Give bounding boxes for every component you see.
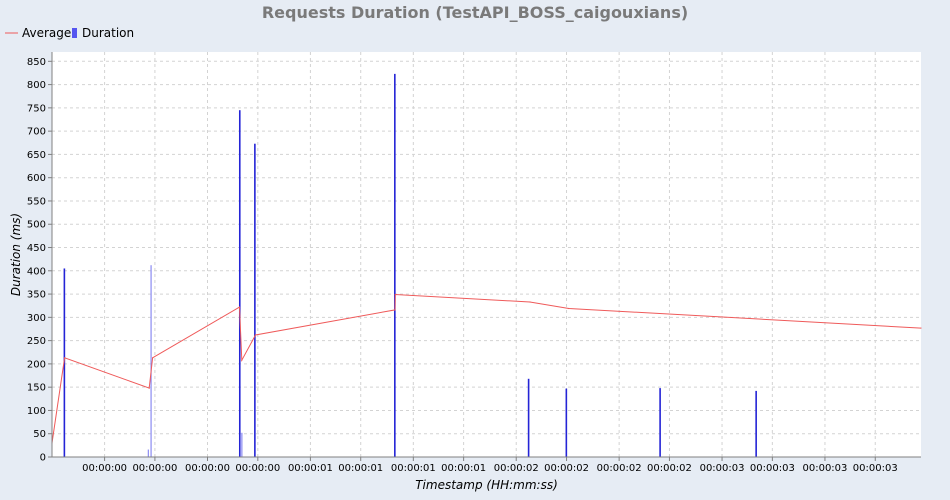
- x-tick-label: 00:00:01: [338, 463, 383, 474]
- average-point: [241, 359, 243, 361]
- y-tick-label: 50: [33, 429, 46, 440]
- duration-bar: [565, 388, 568, 457]
- y-tick-label: 750: [27, 103, 46, 114]
- average-point: [238, 306, 241, 308]
- y-tick-label: 850: [27, 57, 46, 68]
- x-tick-label: 00:00:03: [700, 463, 745, 474]
- y-tick-label: 700: [27, 127, 46, 138]
- y-tick-label: 250: [27, 336, 46, 347]
- y-tick-label: 200: [27, 359, 46, 370]
- duration-bar: [147, 449, 149, 457]
- y-tick-label: 650: [27, 150, 46, 161]
- plot-area: [52, 52, 921, 457]
- duration-bar: [755, 390, 757, 457]
- x-tick-label: 00:00:02: [494, 463, 539, 474]
- x-tick-label: 00:00:01: [391, 463, 436, 474]
- x-tick-label: 00:00:02: [597, 463, 642, 474]
- average-point: [148, 387, 150, 389]
- y-tick-label: 150: [27, 383, 46, 394]
- duration-bar: [527, 378, 530, 457]
- legend-duration-label: Duration: [82, 26, 134, 40]
- x-tick-label: 00:00:00: [235, 463, 280, 474]
- duration-bar: [659, 388, 661, 457]
- duration-bar: [241, 432, 243, 457]
- x-tick-label: 00:00:00: [132, 463, 177, 474]
- average-line: [51, 293, 922, 444]
- x-tick-label: 00:00:00: [82, 463, 127, 474]
- average-point: [394, 309, 396, 311]
- x-tick-label: 00:00:02: [544, 463, 589, 474]
- average-point: [529, 301, 531, 303]
- chart-title: Requests Duration (TestAPI_BOSS_caigouxi…: [262, 3, 688, 22]
- grid: [52, 52, 921, 458]
- duration-bar: [238, 110, 241, 458]
- y-tick-label: 100: [27, 406, 46, 417]
- y-tick-label: 600: [27, 173, 46, 184]
- average-point: [920, 327, 922, 329]
- x-tick-label: 00:00:03: [802, 463, 847, 474]
- y-axis-label: Duration (ms): [9, 213, 23, 296]
- y-tick-label: 500: [27, 220, 46, 231]
- average-line-path: [51, 293, 922, 444]
- x-tick-label: 00:00:01: [288, 463, 333, 474]
- x-tick-label: 00:00:03: [750, 463, 795, 474]
- axes: 0 50 100 150 200 250 300 350 400 450 500 550 600 650 7…: [27, 52, 921, 474]
- average-point: [152, 357, 154, 359]
- y-tick-label: 550: [27, 196, 46, 207]
- duration-bar: [63, 268, 66, 457]
- x-tick-label: 00:00:03: [853, 463, 898, 474]
- legend: Average Duration: [5, 26, 134, 40]
- x-tick-label: 00:00:01: [441, 463, 486, 474]
- y-tick-label: 450: [27, 243, 46, 254]
- y-tick-label: 300: [27, 313, 46, 324]
- legend-duration-swatch: [72, 28, 77, 38]
- average-point: [254, 334, 257, 336]
- y-tick-label: 800: [27, 80, 46, 91]
- average-point: [568, 307, 570, 310]
- duration-bar: [394, 73, 396, 458]
- y-tick-label: 350: [27, 290, 46, 301]
- duration-bars: [63, 73, 757, 458]
- y-tick-label: 0: [40, 453, 46, 464]
- duration-bar: [254, 143, 256, 457]
- x-axis-label: Timestamp (HH:mm:ss): [415, 478, 558, 492]
- x-tick-label: 00:00:02: [647, 463, 692, 474]
- duration-bar: [150, 265, 152, 457]
- x-tick-label: 00:00:00: [185, 463, 230, 474]
- y-tick-label: 400: [27, 266, 46, 277]
- legend-average-label: Average: [22, 26, 71, 40]
- average-point: [394, 293, 396, 296]
- average-point: [63, 357, 66, 359]
